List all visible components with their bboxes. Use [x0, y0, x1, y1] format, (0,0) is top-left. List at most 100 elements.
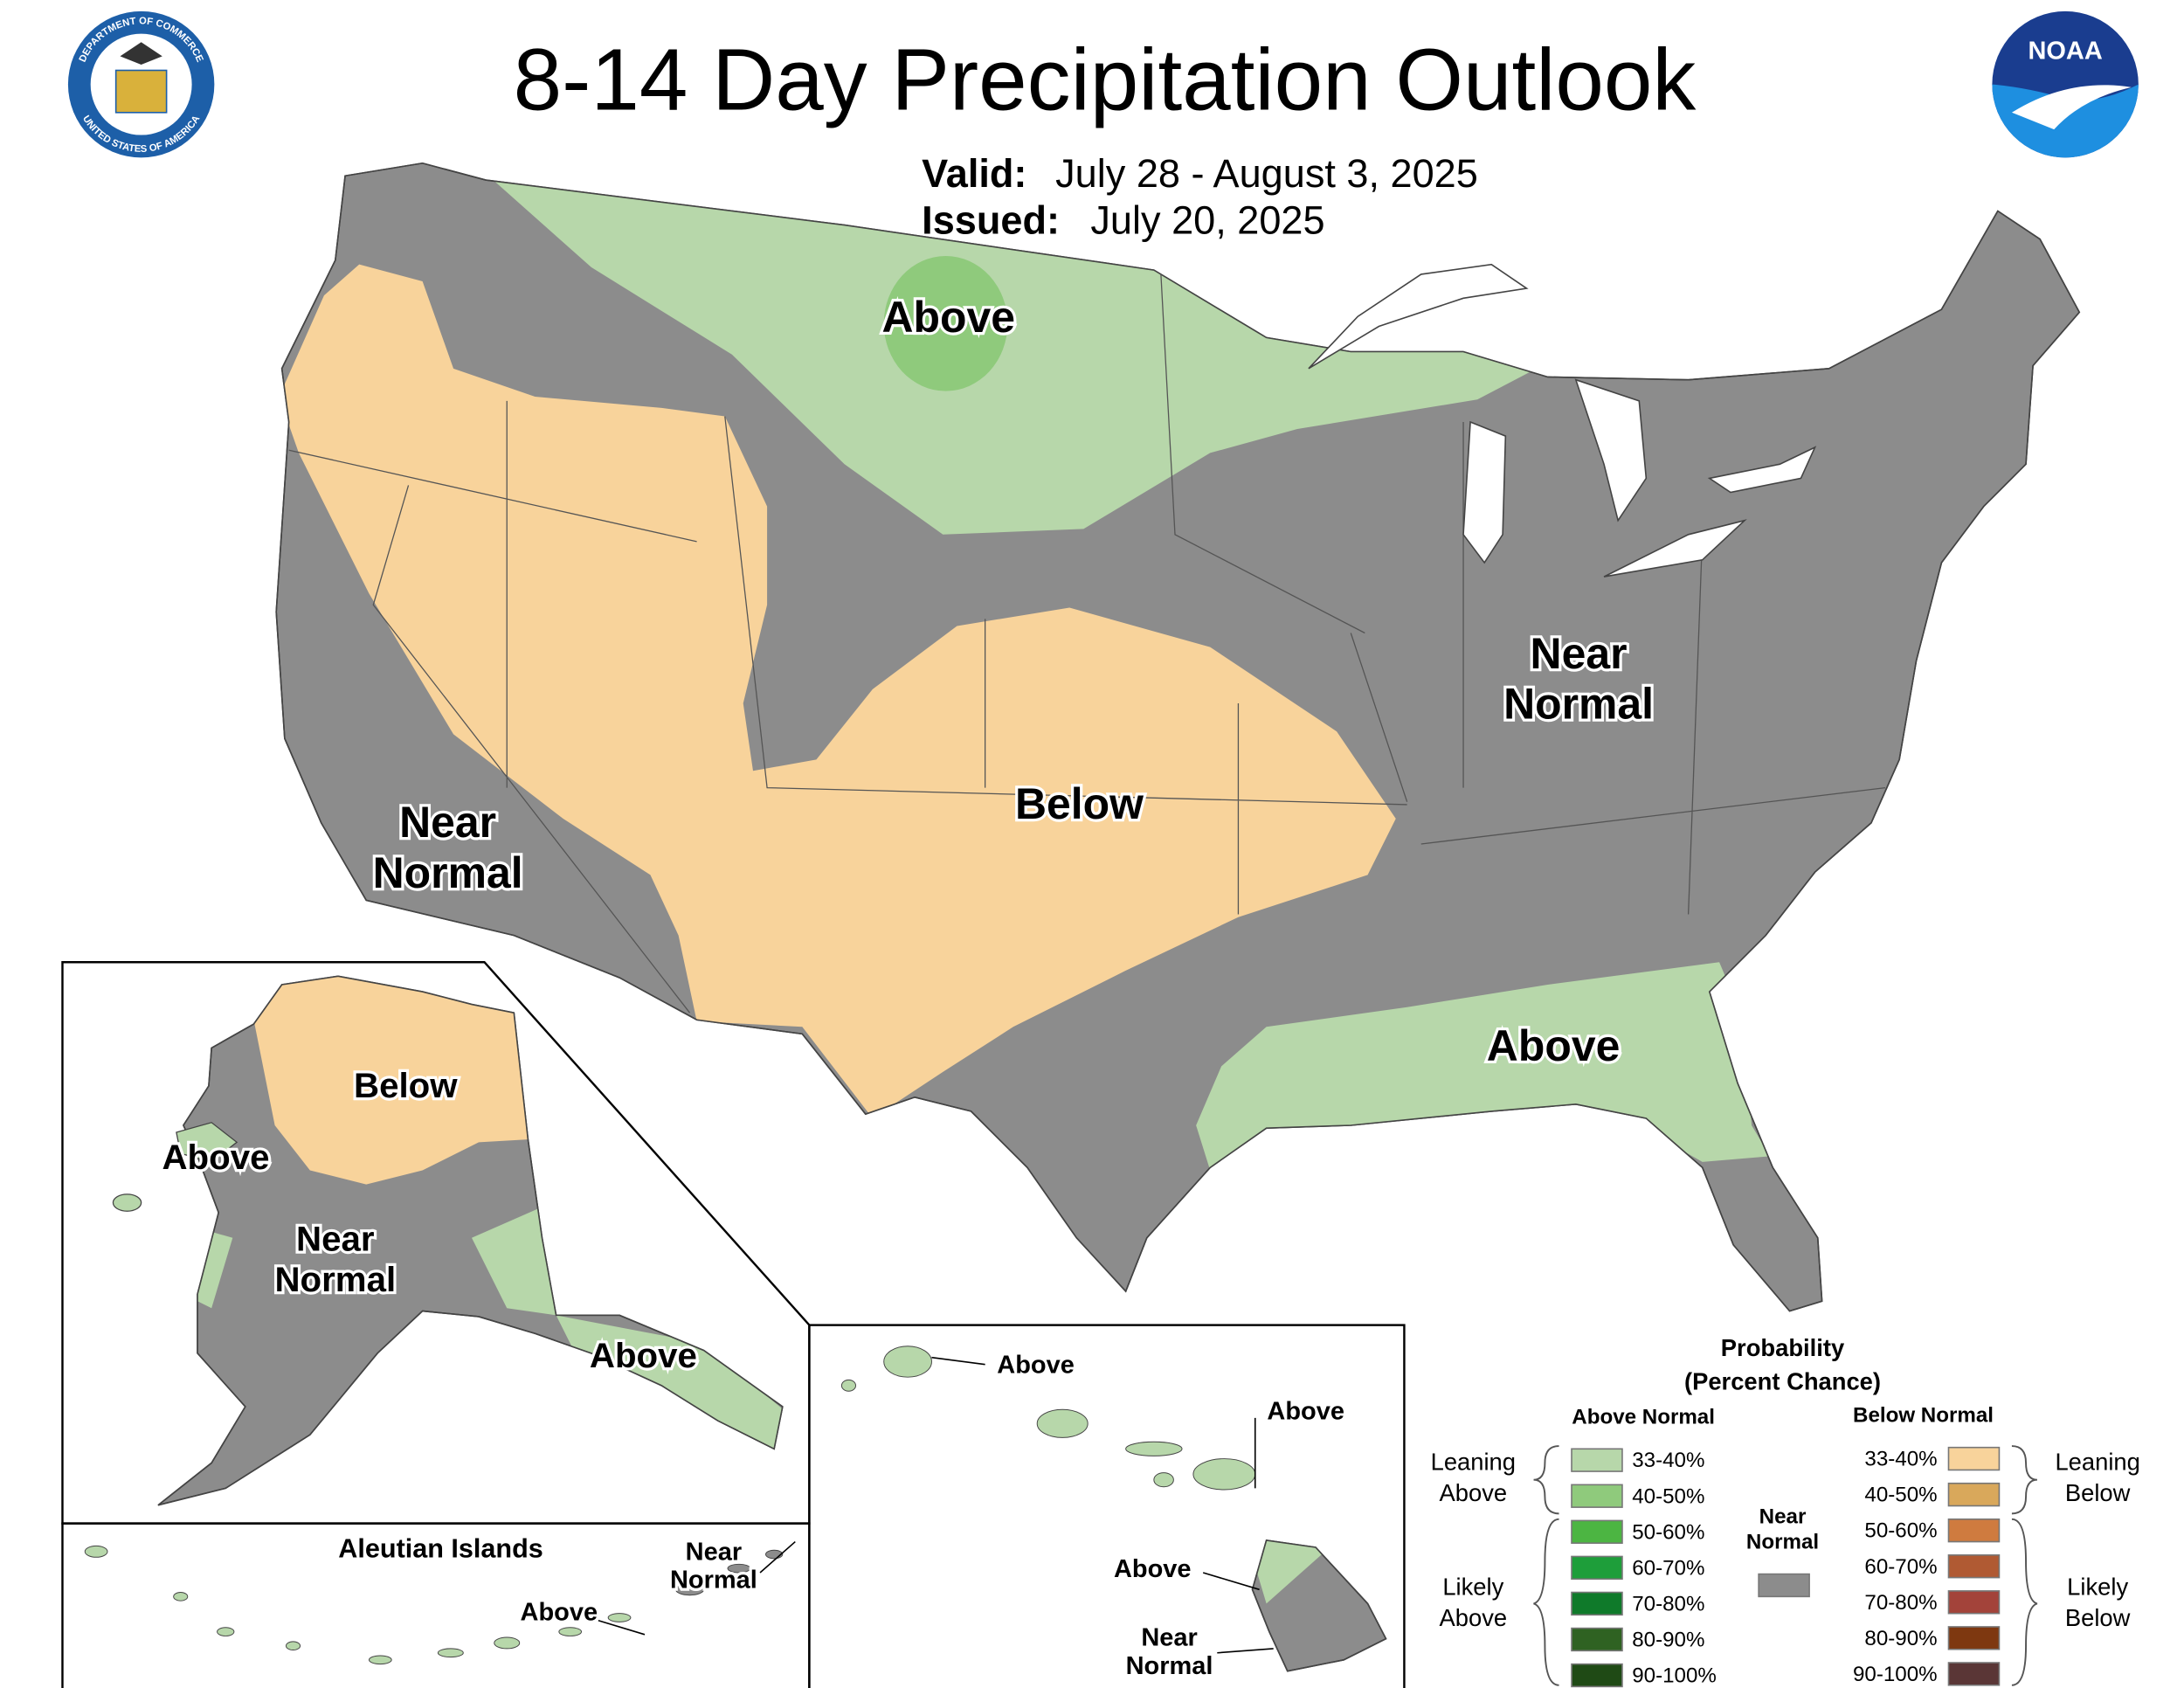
map-shape: [1153, 1472, 1174, 1488]
legend-swatch: [1571, 1627, 1623, 1652]
map-shape: [1992, 84, 2139, 158]
map-shape: [607, 1613, 632, 1622]
map-shape: [114, 69, 168, 114]
map-shape: [176, 1122, 238, 1163]
region-label: Near: [296, 1219, 375, 1258]
legend-label: 50-60%: [1864, 1519, 1937, 1543]
legend-label: 33-40%: [1632, 1449, 1704, 1472]
map-shape: [727, 1563, 751, 1574]
region-label: Above: [521, 1599, 598, 1627]
region-label: Normal: [670, 1567, 757, 1595]
legend-title: (Percent Chance): [1684, 1368, 1881, 1395]
legend-swatch: [1571, 1555, 1623, 1581]
region-label: Near: [399, 798, 496, 847]
alaska-inset: Below Above Near Normal Above: [61, 961, 811, 1525]
map-shape: [217, 1627, 235, 1636]
region-label: Normal: [274, 1260, 396, 1299]
legend-label: 70-80%: [1632, 1592, 1704, 1615]
map-shape: [84, 1545, 632, 1665]
map-shape: [288, 273, 1886, 1013]
legend-header: Below Normal: [1853, 1404, 1994, 1428]
legend: Probability (Percent Chance) Above Norma…: [1431, 1334, 2140, 1688]
bracket-label: Likely: [1442, 1574, 1503, 1601]
brace: [2011, 1445, 2037, 1515]
legend-swatch: [1571, 1519, 1623, 1544]
map-shape: [1036, 1408, 1089, 1438]
map-shape: [1707, 446, 1817, 494]
map-shape: [883, 256, 1008, 391]
legend-label: 60-70%: [1632, 1556, 1704, 1580]
region-label: Near: [1531, 629, 1628, 678]
legend-swatch: [1947, 1554, 2001, 1579]
legend-swatch: [1947, 1446, 2001, 1471]
map-shape: [173, 1592, 189, 1602]
legend-swatch: [1571, 1663, 1623, 1688]
region-label: Normal: [1503, 680, 1654, 729]
legend-label: 80-90%: [1864, 1627, 1937, 1650]
map-shape: [120, 42, 162, 66]
legend-label: 90-100%: [1632, 1664, 1717, 1688]
legend-swatch: [1947, 1626, 2001, 1650]
conus-map: Above Near Normal Near Normal Below Abov…: [275, 162, 2081, 1312]
map-shape: [279, 264, 1396, 1118]
brace: [1533, 1445, 1559, 1515]
brace: [2011, 1518, 2038, 1686]
region-label: Above: [590, 1336, 697, 1375]
region-label: Above: [162, 1138, 269, 1177]
legend-label: 80-90%: [1632, 1629, 1704, 1652]
legend-title: Probability: [1721, 1334, 1845, 1361]
issued-label: Issued:: [922, 197, 1060, 242]
region-label: Below: [1015, 779, 1144, 828]
legend-swatch: [1571, 1591, 1623, 1616]
legend-label: 40-50%: [1864, 1484, 1937, 1507]
region-label: Above: [1487, 1021, 1621, 1070]
map-shape: [112, 1193, 142, 1212]
region-label: Above: [1114, 1555, 1192, 1583]
region-label: Near: [686, 1538, 742, 1566]
map-shape: [1125, 1441, 1183, 1456]
hawaii-inset: Above Above Above Near Normal: [808, 1324, 1406, 1688]
map-shape: [471, 1207, 556, 1316]
map-shape: [285, 1641, 301, 1651]
bracket-label: Leaning: [2055, 1448, 2139, 1475]
legend-swatch: [1947, 1590, 2001, 1615]
map-shape: [558, 1627, 583, 1636]
issued-date: July 20, 2025: [1090, 197, 1324, 242]
valid-dates: July 28 - August 3, 2025: [1055, 151, 1478, 196]
map-shape: [674, 1549, 784, 1596]
noaa-logo: NOAA: [1992, 10, 2139, 158]
map-shape: [1462, 420, 1507, 564]
region-label: Below: [354, 1066, 458, 1105]
region-label: Above: [882, 293, 1016, 342]
map-shape: [840, 1346, 1256, 1491]
map-shape: [556, 1315, 783, 1463]
legend-swatch: [1571, 1484, 1623, 1508]
map-shape: [84, 1545, 108, 1558]
region-label: Near: [1141, 1624, 1197, 1652]
legend-label: 33-40%: [1864, 1448, 1937, 1471]
legend-label: 60-70%: [1864, 1555, 1937, 1579]
bracket-label: Above: [1440, 1604, 1508, 1631]
map-shape: [883, 1346, 932, 1378]
bracket-label: Below: [2065, 1479, 2131, 1506]
legend-swatch: [1571, 1448, 1623, 1472]
legend-swatch: [1947, 1482, 2001, 1507]
map-shape: [1192, 1458, 1256, 1491]
aleutian-inset: Aleutian Islands Above Near Normal: [61, 1522, 811, 1688]
bracket-label: Below: [2065, 1604, 2131, 1631]
map-shape: [1603, 519, 1747, 578]
legend-near-normal: Normal: [1746, 1531, 1819, 1554]
commerce-seal: DEPARTMENT OF COMMERCE UNITED STATES OF …: [67, 10, 215, 158]
map-shape: [1574, 378, 1648, 522]
map-shape: [931, 1356, 1274, 1654]
map-shape: [1308, 263, 1529, 370]
map-shape: [288, 273, 1886, 1013]
legend-label: 40-50%: [1632, 1484, 1704, 1508]
legend-header: Above Normal: [1572, 1405, 1715, 1429]
region-label: Normal: [373, 848, 523, 897]
region-label: Above: [1267, 1397, 1344, 1425]
bracket-label: Likely: [2067, 1574, 2128, 1601]
map-shape: [2011, 85, 2132, 130]
map-shape: [1252, 1539, 1330, 1604]
